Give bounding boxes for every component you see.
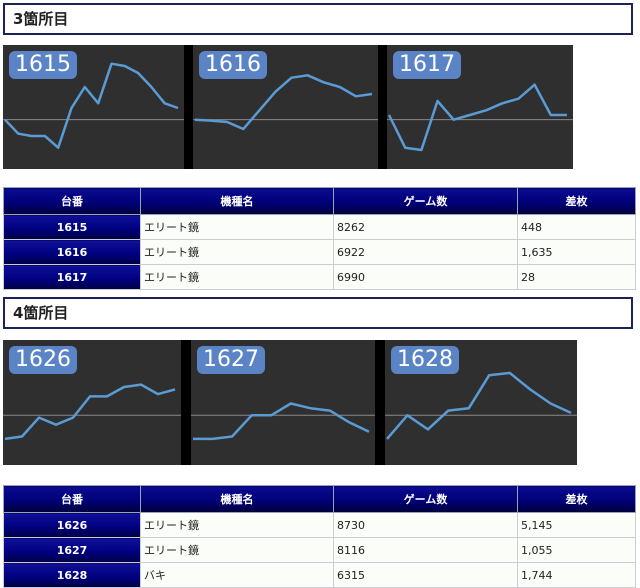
header-games: ゲーム数 <box>333 187 518 215</box>
header-diff: 差枚 <box>517 187 636 215</box>
slot-table-3: 台番 機種名 ゲーム数 差枚 1615 エリート鏡 8262 448 1616 … <box>3 187 636 290</box>
model-name: エリート鏡 <box>140 239 334 265</box>
chart-1617-label: 1617 <box>393 51 461 79</box>
table-header-row: 台番 機種名 ゲーム数 差枚 <box>3 187 636 215</box>
series-line <box>193 402 370 441</box>
machine-no: 1626 <box>3 512 141 538</box>
chart-1615-label: 1615 <box>9 51 77 79</box>
chart-1628-label: 1628 <box>391 346 459 374</box>
machine-no: 1616 <box>3 239 141 265</box>
header-model: 機種名 <box>140 485 334 513</box>
machine-no: 1628 <box>3 562 141 588</box>
series-line <box>386 371 572 440</box>
game-count: 6922 <box>333 239 518 265</box>
chart-separator <box>184 45 193 169</box>
game-count: 6990 <box>333 264 518 290</box>
series-line <box>194 74 373 131</box>
chart-1627-svg <box>191 402 375 441</box>
chart-1628: 1628 <box>385 340 577 465</box>
chart-separator <box>378 45 387 169</box>
machine-no: 1615 <box>3 214 141 240</box>
table-header-row: 台番 機種名 ゲーム数 差枚 <box>3 485 636 513</box>
chart-1627-label: 1627 <box>197 346 265 374</box>
chart-1616: 1616 <box>193 45 378 169</box>
model-name: エリート鏡 <box>140 264 334 290</box>
table-row: 1627 エリート鏡 8116 1,055 <box>3 537 636 563</box>
chart-1626-svg <box>3 383 181 441</box>
chart-1615: 1615 <box>3 45 184 169</box>
diff-coins: 1,744 <box>517 562 636 588</box>
game-count: 8116 <box>333 537 518 563</box>
model-name: エリート鏡 <box>140 512 334 538</box>
diff-coins: 5,145 <box>517 512 636 538</box>
header-machine-no: 台番 <box>3 485 141 513</box>
chart-1626: 1626 <box>3 340 181 465</box>
table-row: 1615 エリート鏡 8262 448 <box>3 214 636 240</box>
section-title-4: 4箇所目 <box>3 297 633 329</box>
table-row: 1616 エリート鏡 6922 1,635 <box>3 239 636 265</box>
diff-coins: 1,635 <box>517 239 636 265</box>
chart-1616-label: 1616 <box>199 51 267 79</box>
slot-table-4: 台番 機種名 ゲーム数 差枚 1626 エリート鏡 8730 5,145 162… <box>3 485 636 588</box>
series-line <box>4 62 179 149</box>
chart-1617-svg <box>387 83 573 152</box>
model-name: エリート鏡 <box>140 214 334 240</box>
section-title-3: 3箇所目 <box>3 3 633 35</box>
series-line <box>4 383 176 441</box>
header-games: ゲーム数 <box>333 485 518 513</box>
table-row: 1628 バキ 6315 1,744 <box>3 562 636 588</box>
chart-1626-label: 1626 <box>9 346 77 374</box>
table-row: 1626 エリート鏡 8730 5,145 <box>3 512 636 538</box>
machine-no: 1617 <box>3 264 141 290</box>
diff-coins: 1,055 <box>517 537 636 563</box>
header-machine-no: 台番 <box>3 187 141 215</box>
model-name: エリート鏡 <box>140 537 334 563</box>
game-count: 8262 <box>333 214 518 240</box>
chart-separator <box>375 340 385 465</box>
header-model: 機種名 <box>140 187 334 215</box>
series-line <box>387 83 567 152</box>
table-row: 1617 エリート鏡 6990 28 <box>3 264 636 290</box>
chart-1616-svg <box>193 74 378 131</box>
chart-separator <box>181 340 191 465</box>
chart-1615-svg <box>3 62 184 149</box>
diff-coins: 448 <box>517 214 636 240</box>
diff-coins: 28 <box>517 264 636 290</box>
chart-1617: 1617 <box>387 45 573 169</box>
header-diff: 差枚 <box>517 485 636 513</box>
game-count: 8730 <box>333 512 518 538</box>
game-count: 6315 <box>333 562 518 588</box>
machine-no: 1627 <box>3 537 141 563</box>
chart-1628-svg <box>385 371 577 440</box>
model-name: バキ <box>140 562 334 588</box>
chart-1627: 1627 <box>191 340 375 465</box>
